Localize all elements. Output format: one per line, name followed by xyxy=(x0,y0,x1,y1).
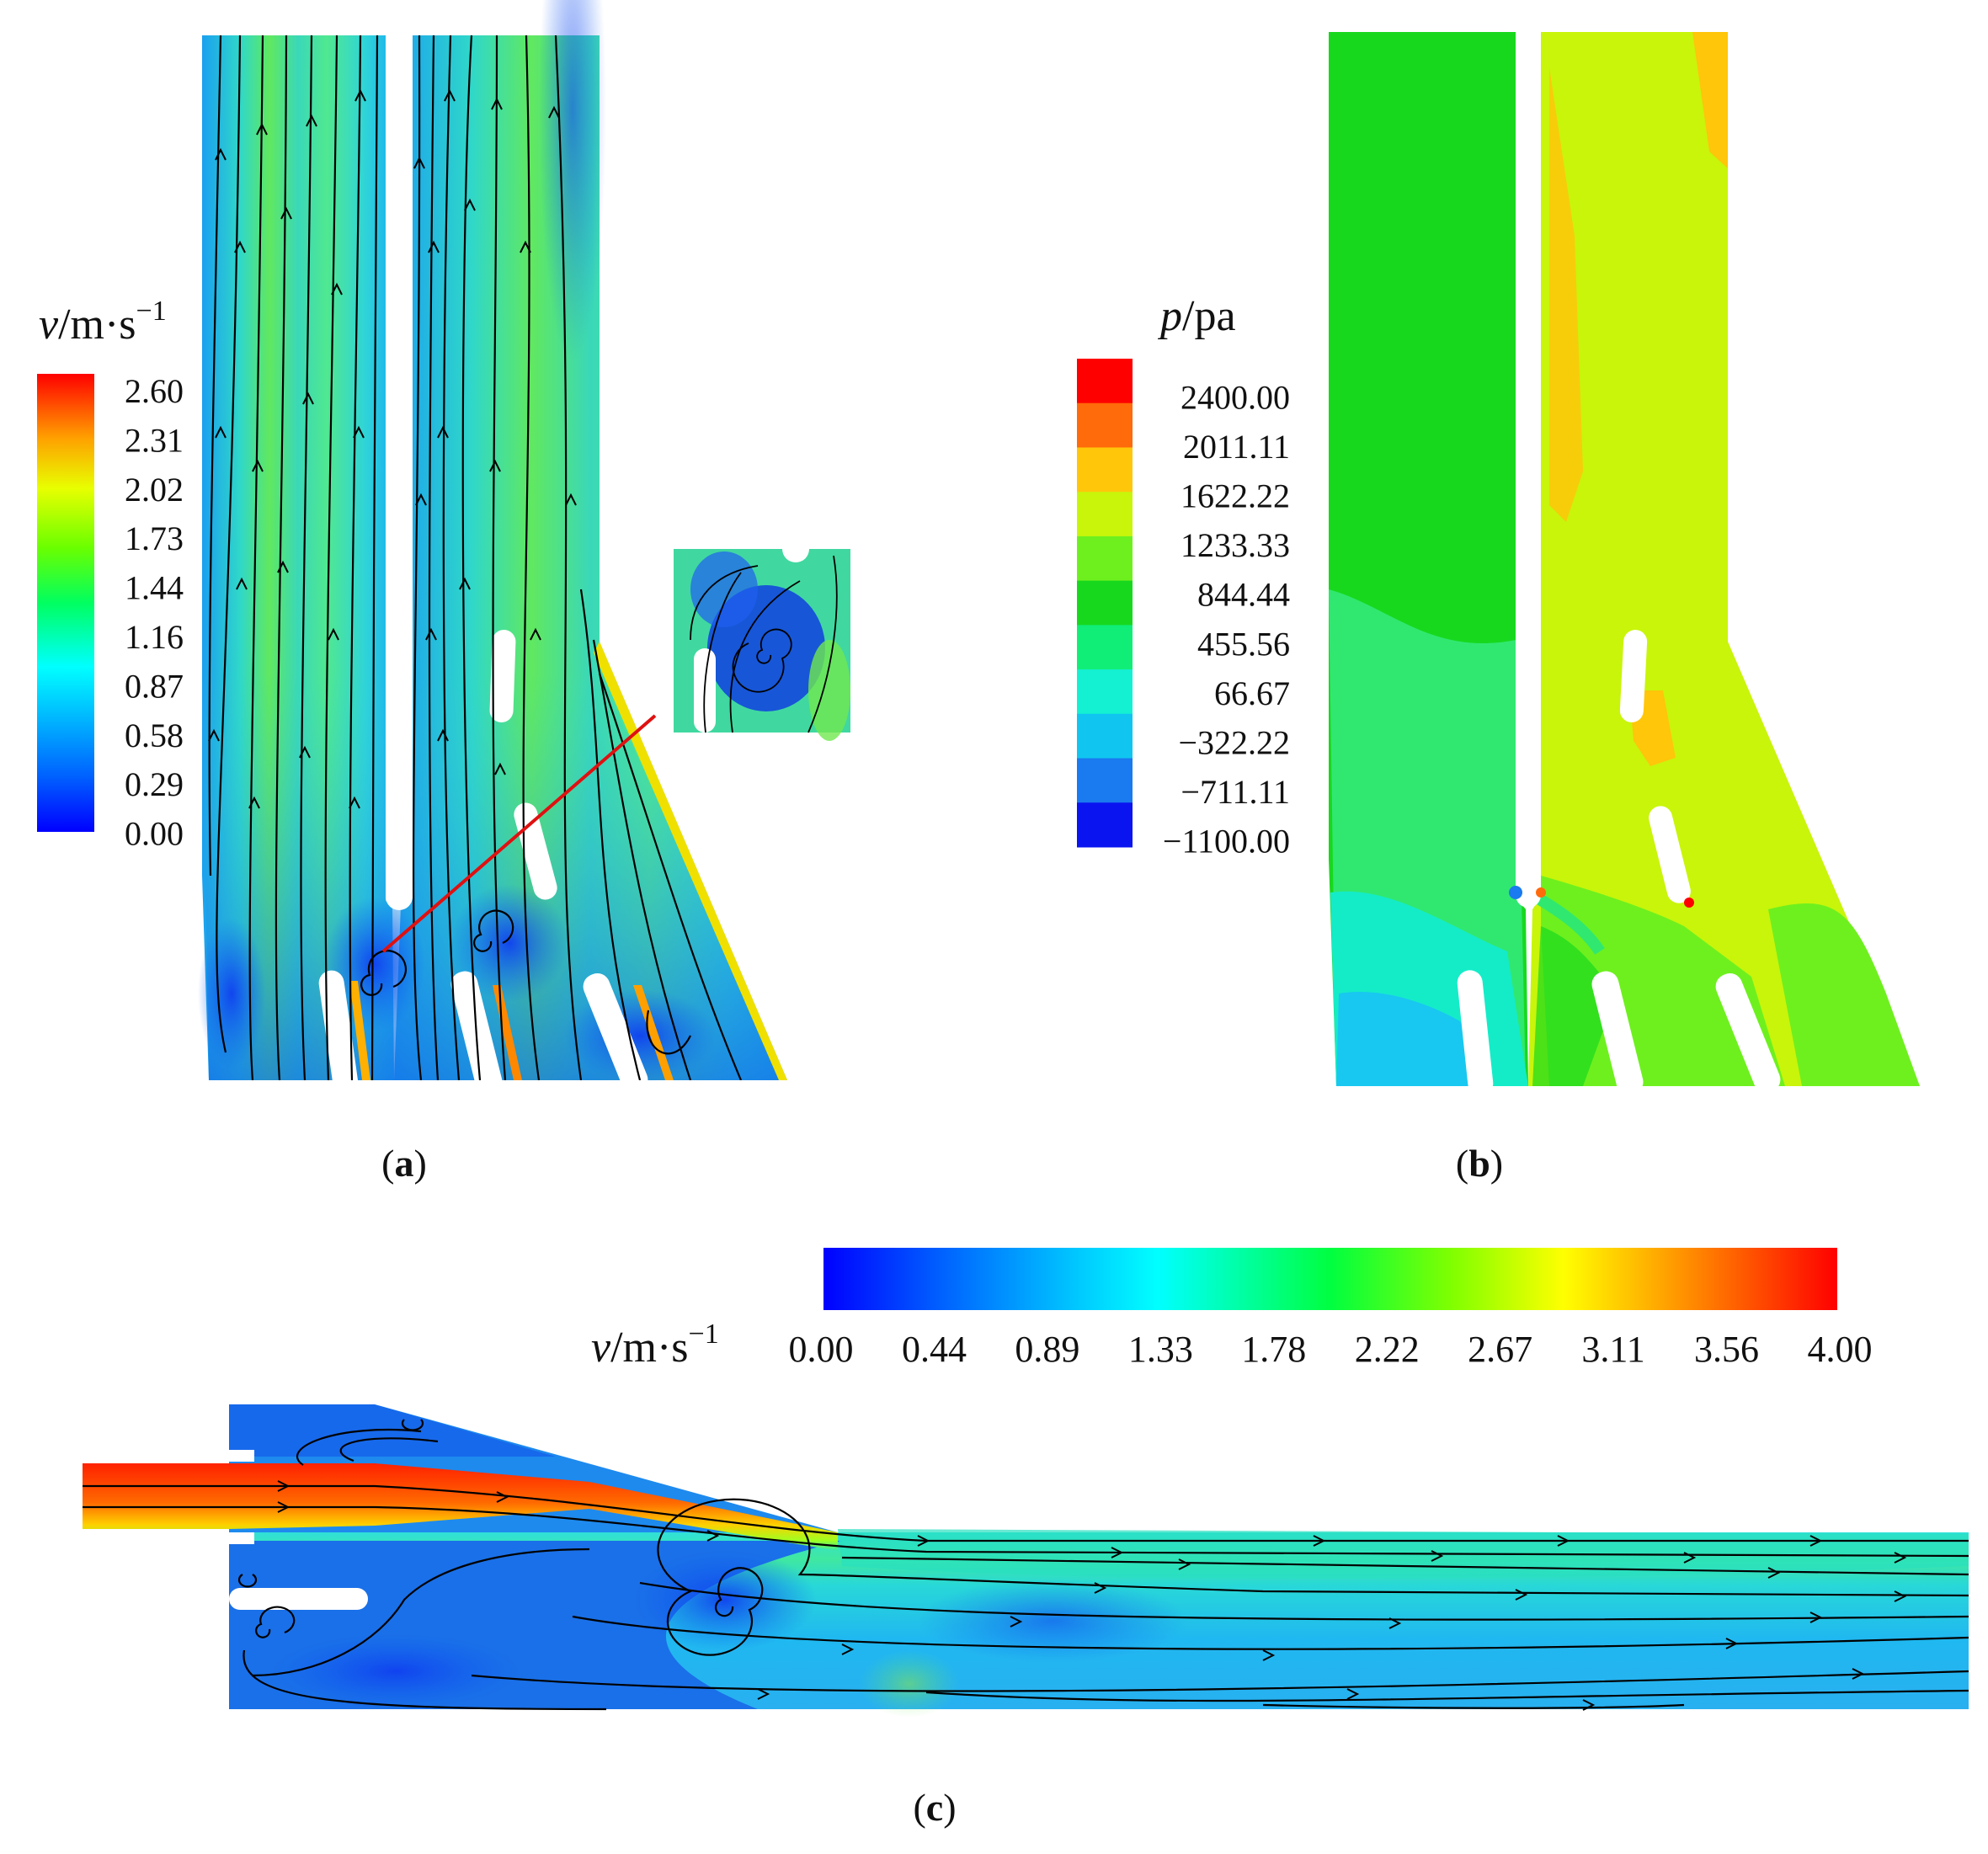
legend-b-tick: 844.44 xyxy=(1197,576,1290,614)
legend-b-tick: −1100.00 xyxy=(1163,823,1290,860)
legend-c-tick: 0.00 xyxy=(789,1329,854,1370)
legend-c-tick: 1.78 xyxy=(1241,1329,1306,1370)
legend-b-tick: 1622.22 xyxy=(1181,477,1290,515)
legend-b-tick: 2011.11 xyxy=(1183,428,1290,466)
streamline-arrows-c xyxy=(277,1480,1907,1711)
legend-c-tick: 3.56 xyxy=(1694,1329,1759,1370)
panel-c-caption: (c) xyxy=(913,1786,956,1829)
panel-a-vortex-inset xyxy=(674,535,850,741)
panel-b-legend: p/pa 2400.00 2011.11 1622.22 1233.33 844.44 4… xyxy=(1077,292,1290,860)
legend-a-tick: 0.58 xyxy=(125,717,184,754)
legend-c-tick: 1.33 xyxy=(1128,1329,1193,1370)
panel-b-caption: (b) xyxy=(1456,1142,1503,1185)
legend-b-tick: −711.11 xyxy=(1181,773,1290,811)
legend-a-tick: 1.16 xyxy=(125,618,184,656)
legend-b-swatch xyxy=(1077,713,1133,759)
legend-a-tick: 1.73 xyxy=(125,519,184,557)
legend-b-tick: 455.56 xyxy=(1197,625,1290,663)
panel-c-legend: v/m·s−1 0.00 0.44 0.89 1.33 1.78 2.22 2.67 3.11… xyxy=(591,1248,1873,1372)
legend-a-colorbar xyxy=(37,374,94,832)
legend-c-tick: 3.11 xyxy=(1581,1329,1644,1370)
legend-a-tick: 0.00 xyxy=(125,815,184,853)
legend-b-swatch xyxy=(1077,447,1133,493)
legend-a-tick: 2.31 xyxy=(125,421,184,459)
legend-b-tick: −322.22 xyxy=(1178,723,1290,761)
panel-c-velocity-field: v/m·s−1 0.00 0.44 0.89 1.33 1.78 2.22 2.67 3.11… xyxy=(83,1248,1969,1829)
legend-a-tick: 2.02 xyxy=(125,471,184,509)
legend-b-swatch xyxy=(1077,402,1133,448)
legend-c-tick: 4.00 xyxy=(1808,1329,1873,1370)
legend-b-tick: 66.67 xyxy=(1214,674,1290,712)
panel-b-right-channel xyxy=(1528,32,1920,1086)
legend-c-colorbar xyxy=(823,1248,1837,1310)
section-line xyxy=(381,714,657,953)
legend-a-title: v/m·s−1 xyxy=(39,296,167,349)
legend-c-tick: 0.89 xyxy=(1015,1329,1079,1370)
panel-b-pressure-field: p/pa 2400.00 2011.11 1622.22 1233.33 844.44 4… xyxy=(1077,32,1920,1185)
panel-a-velocity-field: v/m·s−1 2.60 2.31 2.02 1.73 1.44 1.16 0.87 0.58… xyxy=(37,0,850,1185)
panel-a-legend: v/m·s−1 2.60 2.31 2.02 1.73 1.44 1.16 0.87 0.58… xyxy=(37,296,184,853)
legend-b-swatch xyxy=(1077,492,1133,537)
legend-a-tick: 2.60 xyxy=(125,372,184,410)
legend-a-tick: 0.29 xyxy=(125,765,184,803)
legend-c-tick: 2.22 xyxy=(1355,1329,1420,1370)
panel-a-caption: (a) xyxy=(381,1142,427,1185)
legend-a-tick: 1.44 xyxy=(125,569,184,607)
legend-b-tick: 1233.33 xyxy=(1181,526,1290,564)
legend-b-tick: 2400.00 xyxy=(1181,378,1290,416)
legend-c-title: v/m·s−1 xyxy=(591,1319,719,1372)
legend-b-swatch xyxy=(1077,802,1133,848)
legend-c-tick: 2.67 xyxy=(1468,1329,1532,1370)
legend-b-swatch xyxy=(1077,625,1133,670)
legend-b-swatch xyxy=(1077,580,1133,626)
legend-b-swatch xyxy=(1077,535,1133,582)
legend-b-title: p/pa xyxy=(1157,292,1236,340)
streamline-arrows-a xyxy=(208,88,577,809)
legend-b-swatch xyxy=(1077,359,1133,404)
legend-c-tick: 0.44 xyxy=(902,1329,967,1370)
legend-b-swatch xyxy=(1077,669,1133,715)
legend-a-tick: 0.87 xyxy=(125,667,184,705)
legend-b-swatch xyxy=(1077,758,1133,803)
